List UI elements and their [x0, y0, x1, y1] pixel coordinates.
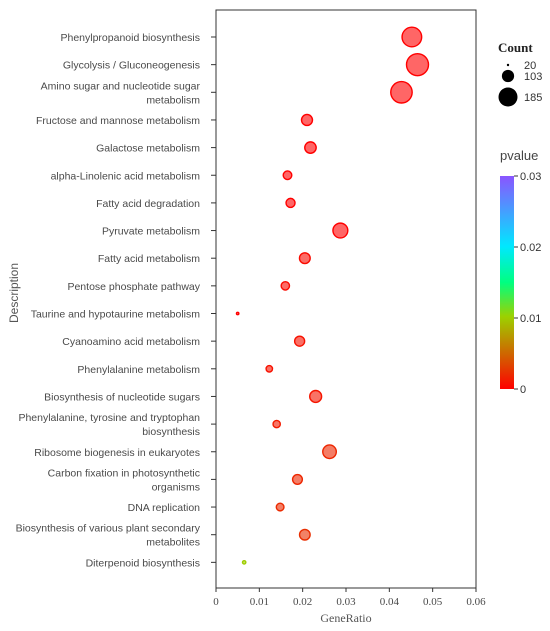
data-point [298, 528, 311, 541]
y-tick-label: Biosynthesis of nucleotide sugars [44, 391, 200, 403]
plot-panel [215, 9, 477, 589]
y-tick-label: organisms [152, 481, 200, 493]
count-legend-label: 185 [524, 92, 542, 104]
x-tick-label: 0.03 [336, 596, 356, 608]
data-point [275, 502, 285, 512]
y-tick-label: Phenylpropanoid biosynthesis [60, 32, 200, 44]
x-tick-label: 0.05 [423, 596, 443, 608]
y-tick-label: Biosynthesis of various plant secondary [16, 523, 201, 535]
x-tick-label: 0.04 [380, 596, 400, 608]
x-axis-title: GeneRatio [320, 611, 371, 625]
y-tick-label: Pyruvate metabolism [102, 226, 200, 238]
y-tick-label: Carbon fixation in photosynthetic [48, 467, 200, 479]
data-point [272, 419, 282, 429]
count-legend-title: Count [498, 40, 533, 55]
y-axis-title: Description [7, 263, 21, 323]
count-legend-dot [506, 63, 510, 67]
y-tick-label: Amino sugar and nucleotide sugar [41, 80, 201, 92]
count-legend-label: 20 [524, 60, 536, 72]
y-tick-label: Phenylalanine, tyrosine and tryptophan [18, 412, 200, 424]
y-tick-label: Fatty acid degradation [96, 198, 200, 210]
data-point [235, 311, 240, 316]
count-legend-dot [501, 69, 515, 83]
count-legend-label: 103 [524, 71, 542, 83]
data-point [300, 113, 314, 127]
pvalue-colorbar [500, 176, 514, 389]
y-tick-label: DNA replication [128, 502, 201, 514]
pvalue-legend-title: pvalue [500, 148, 538, 163]
y-tick-label: Phenylalanine metabolism [77, 364, 200, 376]
data-point [280, 280, 291, 291]
y-tick-label: metabolism [146, 94, 200, 106]
data-point [298, 252, 311, 265]
x-tick-label: 0.01 [250, 596, 269, 608]
x-tick-label: 0.02 [293, 596, 312, 608]
data-point [332, 222, 349, 239]
y-tick-label: Pentose phosphate pathway [67, 281, 200, 293]
data-point [265, 364, 274, 373]
y-tick-label: Fructose and mannose metabolism [36, 115, 200, 127]
pvalue-tick-label: 0.02 [520, 242, 541, 254]
pvalue-tick-label: 0 [520, 384, 526, 396]
data-point [390, 80, 413, 104]
y-tick-label: biosynthesis [142, 426, 200, 438]
pvalue-tick-label: 0.01 [520, 313, 541, 325]
pvalue-tick-label: 0.03 [520, 171, 541, 183]
y-tick-label: Galactose metabolism [96, 143, 200, 155]
data-point [293, 335, 306, 347]
data-point [401, 26, 423, 48]
y-tick-label: Cyanoamino acid metabolism [62, 336, 200, 348]
data-point [282, 170, 293, 181]
y-tick-label: Diterpenoid biosynthesis [86, 557, 200, 569]
data-point [405, 52, 430, 77]
y-tick-label: Taurine and hypotaurine metabolism [31, 309, 201, 321]
y-tick-label: metabolites [146, 537, 200, 549]
data-point [304, 141, 317, 155]
y-tick-label: Fatty acid metabolism [98, 253, 200, 265]
pvalue-legend: pvalue 0 0.01 0.02 0.03 [500, 148, 541, 396]
y-tick-label: Ribosome biogenesis in eukaryotes [34, 447, 200, 459]
data-point [291, 473, 304, 485]
x-tick-labels: 0 0.01 0.02 0.03 0.04 0.05 0.06 [213, 588, 486, 608]
data-point [309, 389, 323, 404]
y-tick-label: Glycolysis / Gluconeogenesis [63, 60, 200, 72]
y-tick-labels: Phenylpropanoid biosynthesis Glycolysis /… [16, 32, 216, 569]
data-point [285, 197, 296, 209]
data-point [241, 559, 247, 565]
x-tick-label: 0 [213, 596, 219, 608]
data-point [322, 444, 338, 460]
data-points [235, 26, 430, 565]
count-legend-dot [498, 87, 518, 107]
y-tick-label: alpha-Linolenic acid metabolism [51, 170, 201, 182]
x-tick-label: 0.06 [466, 596, 486, 608]
